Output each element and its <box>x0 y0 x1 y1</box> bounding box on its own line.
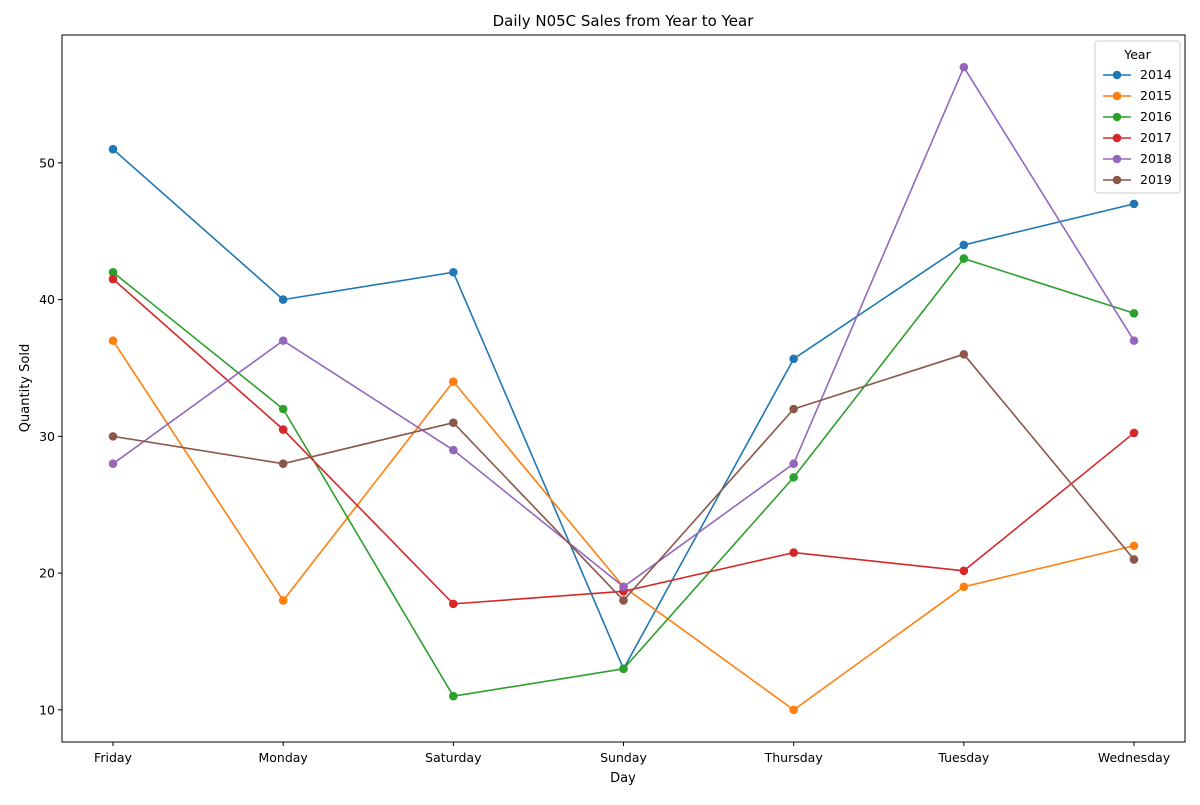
data-point <box>108 432 118 441</box>
legend-label: 2019 <box>1140 172 1172 187</box>
legend-marker <box>1112 175 1122 185</box>
data-point <box>108 267 118 277</box>
data-point <box>278 425 288 434</box>
data-point <box>278 336 288 345</box>
data-point <box>959 254 969 263</box>
data-point <box>449 267 458 277</box>
legend-marker <box>1112 112 1122 122</box>
legend-title: Year <box>1123 47 1151 62</box>
series-2018 <box>108 62 1139 592</box>
data-point <box>1129 336 1139 345</box>
data-point <box>789 473 798 482</box>
y-tick-label: 30 <box>39 429 55 444</box>
legend-label: 2017 <box>1140 130 1172 145</box>
x-tick-label: Wednesday <box>1098 750 1171 765</box>
data-point <box>1129 199 1139 209</box>
data-point <box>789 459 798 469</box>
data-point <box>108 274 118 284</box>
plot-area: Friday Monday Saturday Sunday Thursday Tuesda… <box>39 62 1171 765</box>
legend-item-2015: 2015 <box>1103 88 1172 103</box>
data-point <box>449 691 458 701</box>
legend-item-2016: 2016 <box>1103 109 1172 124</box>
y-tick-label: 20 <box>39 566 55 581</box>
x-tick-label: Friday <box>94 750 132 765</box>
data-point <box>449 377 458 386</box>
data-point <box>959 240 969 250</box>
data-point <box>1129 555 1139 564</box>
y-tick-label: 40 <box>39 292 55 307</box>
data-point <box>619 596 628 605</box>
data-point <box>789 548 798 557</box>
x-tick-label: Saturday <box>425 750 482 765</box>
y-axis-label: Quantity Sold <box>18 344 33 432</box>
x-tick-label: Tuesday <box>937 750 989 765</box>
data-point <box>108 336 118 345</box>
legend: Year 2014 2015 2016 2017 2018 2019 <box>1094 40 1181 194</box>
legend-marker <box>1112 70 1122 80</box>
data-point <box>449 445 458 455</box>
data-point <box>619 664 628 674</box>
legend-label: 2016 <box>1140 109 1172 124</box>
data-point <box>1129 428 1139 438</box>
data-point <box>278 596 288 605</box>
x-axis-label: Day <box>610 771 636 786</box>
data-point <box>1129 541 1139 551</box>
y-tick-label: 10 <box>39 702 55 717</box>
data-point <box>1129 308 1139 318</box>
data-point <box>959 582 969 592</box>
x-tick-label: Thursday <box>764 750 824 765</box>
x-tick-label: Monday <box>258 750 308 765</box>
data-point <box>959 62 969 72</box>
data-point <box>959 350 969 359</box>
data-point <box>789 404 798 414</box>
legend-label: 2014 <box>1140 67 1172 82</box>
legend-label: 2018 <box>1140 151 1172 166</box>
legend-marker <box>1112 91 1122 101</box>
data-point <box>278 295 288 304</box>
data-point <box>789 354 798 364</box>
data-point <box>108 459 118 469</box>
data-point <box>278 459 288 469</box>
data-point <box>959 566 969 576</box>
legend-item-2018: 2018 <box>1103 151 1172 166</box>
data-point <box>278 404 288 414</box>
legend-label: 2015 <box>1140 88 1172 103</box>
x-tick-label: Sunday <box>600 750 647 765</box>
data-point <box>789 705 798 715</box>
data-point <box>449 599 458 609</box>
data-point <box>449 418 458 427</box>
legend-marker <box>1112 154 1122 164</box>
plot-frame <box>61 34 1186 743</box>
data-point <box>108 144 118 154</box>
legend-item-2019: 2019 <box>1103 172 1172 187</box>
legend-marker <box>1112 133 1122 143</box>
y-tick-label: 50 <box>39 155 55 170</box>
data-point <box>619 582 628 592</box>
legend-item-2017: 2017 <box>1103 130 1172 145</box>
series-2016 <box>108 254 1139 701</box>
series-2019 <box>108 350 1139 605</box>
chart-title: Daily N05C Sales from Year to Year <box>493 12 755 30</box>
legend-item-2014: 2014 <box>1103 67 1172 82</box>
